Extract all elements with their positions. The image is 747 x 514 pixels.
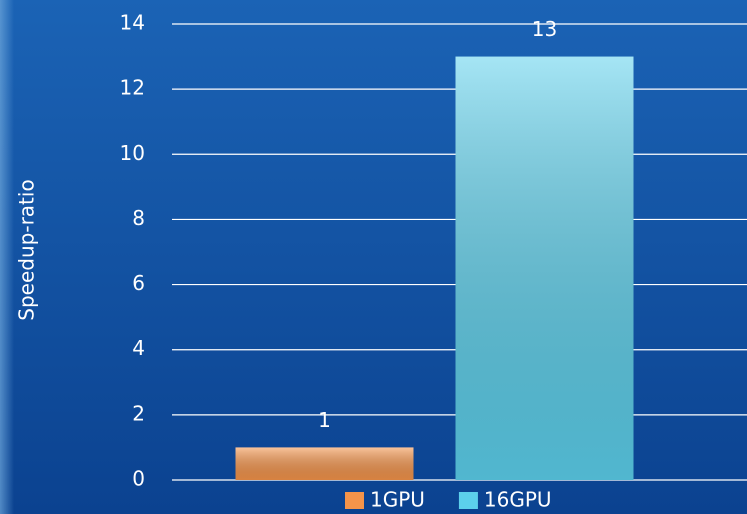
data-label: 13 xyxy=(532,17,557,41)
y-tick-label: 0 xyxy=(132,467,145,491)
y-tick-label: 4 xyxy=(132,336,145,360)
legend-label: 1GPU xyxy=(370,488,425,512)
y-tick-label: 6 xyxy=(132,271,145,295)
y-axis-label: Speedup-ratio xyxy=(15,179,39,320)
y-tick-label: 12 xyxy=(120,76,145,100)
background-edge xyxy=(0,0,14,514)
legend-swatch xyxy=(345,492,364,509)
legend-swatch xyxy=(458,492,478,509)
bar-sheen xyxy=(235,447,414,480)
legend-label: 16GPU xyxy=(484,488,552,512)
y-tick-label: 8 xyxy=(132,206,145,230)
y-tick-label: 14 xyxy=(120,11,145,35)
bar-sheen xyxy=(455,56,634,480)
y-tick-label: 10 xyxy=(120,141,145,165)
y-tick-label: 2 xyxy=(132,401,145,425)
data-label: 1 xyxy=(318,408,331,432)
